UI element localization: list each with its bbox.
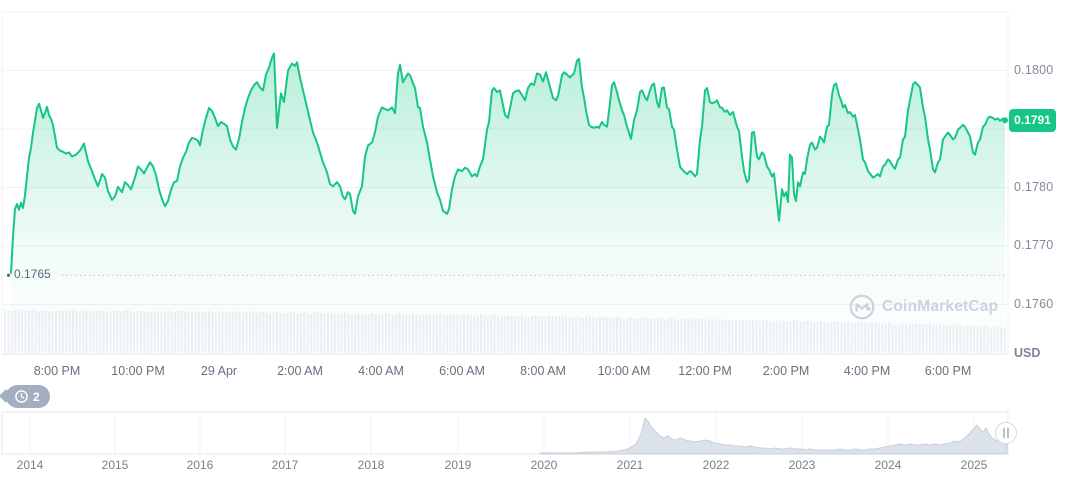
handle-grip-icon: [1003, 427, 1005, 439]
price-line-end-dot: [1002, 117, 1008, 124]
navigator-year-label[interactable]: 2023: [788, 458, 816, 472]
navigator-year-label[interactable]: 2025: [960, 458, 988, 472]
x-axis-label: 10:00 AM: [597, 364, 651, 378]
x-axis-label: 12:00 PM: [678, 364, 732, 378]
navigator-year-label[interactable]: 2016: [186, 458, 214, 472]
x-axis-label: 10:00 PM: [111, 364, 165, 378]
navigator-year-label[interactable]: 2021: [616, 458, 644, 472]
x-axis-label: 8:00 AM: [520, 364, 566, 378]
y-axis-label: 0.1760: [1014, 296, 1054, 311]
clock-history-icon: [15, 390, 28, 403]
y-axis-label: 0.1780: [1014, 179, 1054, 194]
x-axis-label: 2:00 AM: [277, 364, 323, 378]
y-axis-label: 0.1800: [1014, 62, 1054, 77]
x-axis-label: 4:00 AM: [358, 364, 404, 378]
navigator-year-label[interactable]: 2020: [530, 458, 558, 472]
low-price-dot: [6, 273, 11, 277]
x-axis-label: 29 Apr: [200, 364, 238, 378]
low-price-annotation: 0.1765: [14, 267, 51, 282]
history-badge[interactable]: 2: [0, 385, 50, 408]
x-axis-label: 4:00 PM: [843, 364, 891, 378]
navigator-year-label[interactable]: 2017: [271, 458, 299, 472]
y-axis-unit-label: USD: [1014, 346, 1041, 360]
navigator-track[interactable]: [1, 411, 1009, 455]
y-axis-label: 0.1770: [1014, 238, 1054, 252]
price-area-fill: [11, 53, 1005, 354]
navigator-year-label[interactable]: 2014: [16, 458, 44, 472]
x-axis-label: 2:00 PM: [762, 364, 810, 378]
navigator-year-label[interactable]: 2024: [874, 458, 902, 472]
navigator-sparkline: [539, 417, 1008, 455]
current-price-badge: 0.1791: [1009, 108, 1056, 132]
x-axis-label: 8:00 PM: [33, 364, 81, 378]
navigator-year-label[interactable]: 2015: [101, 458, 129, 472]
coinmarketcap-watermark: CoinMarketCap: [849, 294, 998, 320]
price-line: [10, 52, 1006, 274]
navigator-year-label[interactable]: 2019: [444, 458, 472, 472]
navigator-handle[interactable]: [995, 422, 1017, 444]
watermark-text: CoinMarketCap: [882, 298, 999, 315]
x-axis-label: 6:00 AM: [439, 364, 485, 378]
x-axis-label: 6:00 PM: [924, 364, 972, 378]
navigator-year-label[interactable]: 2018: [357, 458, 385, 472]
history-badge-count: 2: [33, 389, 40, 404]
coinmarketcap-logo-icon: [849, 294, 875, 320]
handle-grip-icon: [1007, 427, 1009, 439]
navigator-year-label[interactable]: 2022: [702, 458, 730, 472]
